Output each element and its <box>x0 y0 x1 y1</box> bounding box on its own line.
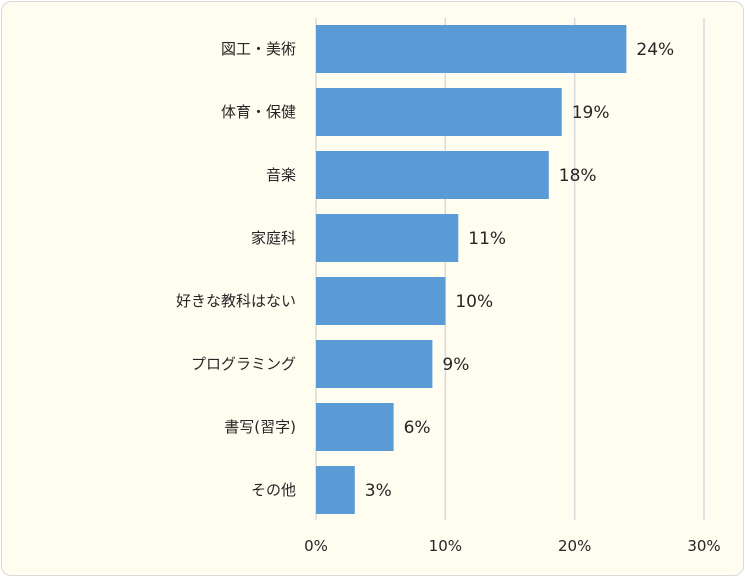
data-label-7: 3% <box>365 481 392 501</box>
bar-6 <box>316 403 394 451</box>
bar-7 <box>316 466 355 514</box>
category-label-6: 書写(習字) <box>224 418 296 436</box>
bar-4 <box>316 277 446 325</box>
data-label-1: 19% <box>572 103 610 123</box>
x-tick-label-3: 30% <box>687 537 720 555</box>
data-label-6: 6% <box>404 418 431 438</box>
x-tick-label-0: 0% <box>304 537 328 555</box>
bar-3 <box>316 214 459 262</box>
bar-1 <box>316 88 562 136</box>
bar-0 <box>316 25 627 73</box>
data-label-4: 10% <box>455 292 493 312</box>
category-label-2: 音楽 <box>266 166 296 184</box>
data-label-0: 24% <box>636 40 674 60</box>
data-label-3: 11% <box>468 229 506 249</box>
bar-5 <box>316 340 433 388</box>
category-label-4: 好きな教科はない <box>176 292 296 310</box>
x-tick-label-2: 20% <box>558 537 591 555</box>
category-label-1: 体育・保健 <box>221 103 296 121</box>
data-label-2: 18% <box>559 166 597 186</box>
category-label-0: 図工・美術 <box>221 40 296 58</box>
category-label-7: その他 <box>251 481 296 499</box>
data-label-5: 9% <box>442 355 469 375</box>
category-label-5: プログラミング <box>191 355 296 373</box>
x-tick-label-1: 10% <box>429 537 462 555</box>
bar-2 <box>316 151 549 199</box>
category-label-3: 家庭科 <box>251 229 296 247</box>
